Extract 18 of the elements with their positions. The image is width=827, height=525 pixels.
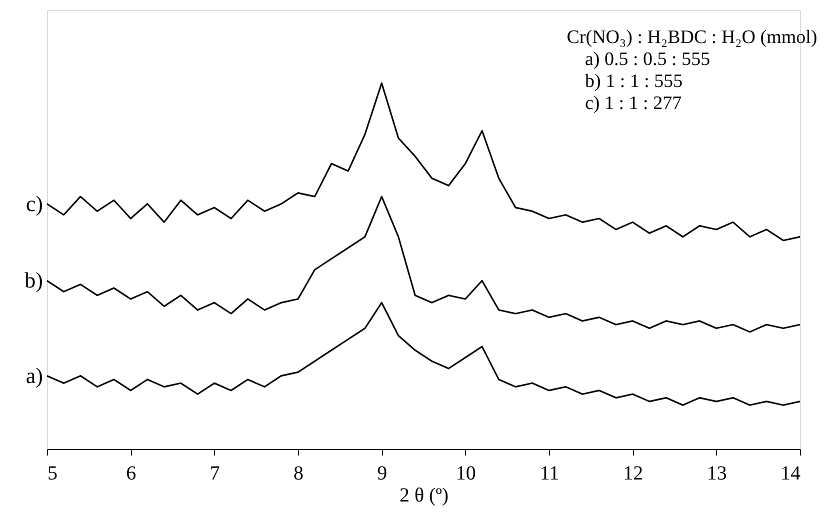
annotation: c) 1 : 1 : 277 — [585, 93, 682, 114]
series-label: b) — [24, 268, 43, 293]
x-axis-title: 2 θ (º) — [399, 484, 449, 506]
x-tick-label: 9 — [377, 462, 388, 484]
x-tick-label: 5 — [48, 462, 58, 484]
x-tick-label: 12 — [623, 462, 644, 484]
x-tick-label: 11 — [540, 462, 560, 484]
annotation: b) 1 : 1 : 555 — [585, 71, 683, 92]
x-tick-label: 7 — [210, 462, 220, 484]
series-label: a) — [26, 362, 43, 388]
x-tick-label: 8 — [294, 462, 304, 484]
series-label: c) — [26, 190, 43, 216]
text: a) 0.5 : 0.5 : 555 — [585, 49, 710, 70]
x-tick-label: 6 — [126, 462, 136, 484]
x-tick-label: 13 — [706, 462, 727, 484]
x-tick-label: 14 — [780, 462, 800, 484]
text: Cr(NO₃) : H₂BDC : H₂O (mmol) — [566, 27, 818, 48]
x-tick-label: 10 — [456, 462, 476, 484]
